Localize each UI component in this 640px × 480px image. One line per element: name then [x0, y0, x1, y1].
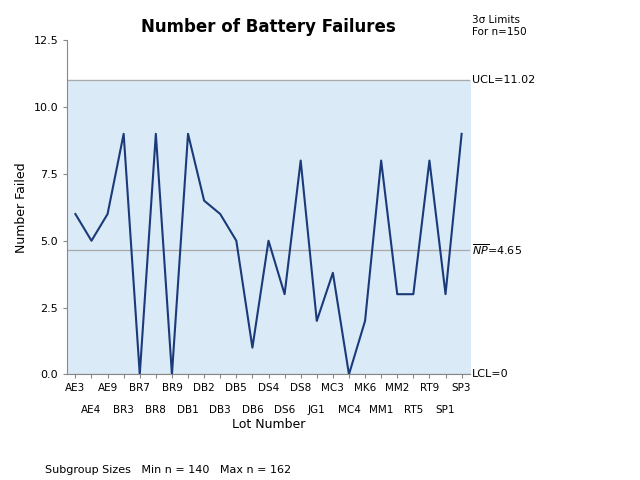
X-axis label: Lot Number: Lot Number	[232, 419, 305, 432]
Text: DB1: DB1	[177, 405, 199, 415]
Text: DB3: DB3	[209, 405, 231, 415]
Text: JG1: JG1	[308, 405, 326, 415]
Text: LCL=0: LCL=0	[472, 370, 508, 379]
Text: MM1: MM1	[369, 405, 394, 415]
Text: MC4: MC4	[337, 405, 360, 415]
Text: $\overline{NP}$=4.65: $\overline{NP}$=4.65	[472, 243, 522, 257]
Text: BR8: BR8	[145, 405, 166, 415]
Text: 3σ Limits
For n=150: 3σ Limits For n=150	[472, 15, 526, 37]
Text: DB6: DB6	[241, 405, 263, 415]
Text: Subgroup Sizes   Min n = 140   Max n = 162: Subgroup Sizes Min n = 140 Max n = 162	[45, 465, 291, 475]
Text: RT5: RT5	[404, 405, 423, 415]
Title: Number of Battery Failures: Number of Battery Failures	[141, 18, 396, 36]
Y-axis label: Number Failed: Number Failed	[15, 162, 28, 252]
Text: DS6: DS6	[274, 405, 295, 415]
Text: BR3: BR3	[113, 405, 134, 415]
Text: SP1: SP1	[436, 405, 455, 415]
Text: UCL=11.02: UCL=11.02	[472, 75, 535, 85]
Text: AE4: AE4	[81, 405, 102, 415]
